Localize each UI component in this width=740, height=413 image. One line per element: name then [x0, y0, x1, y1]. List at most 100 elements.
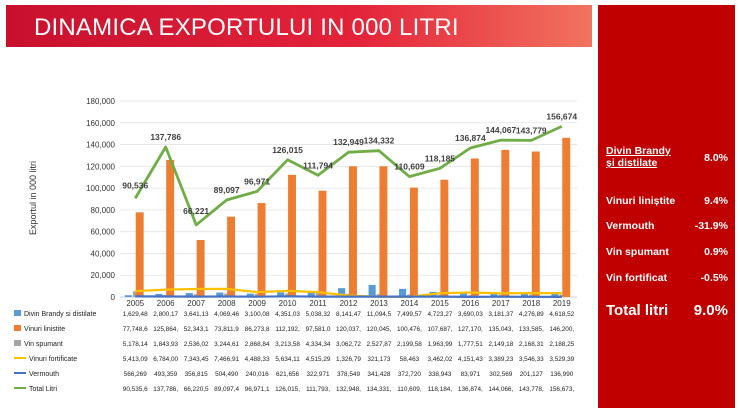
- table-legend: Divin Brandy si distilate: [14, 309, 120, 321]
- table-cell: 1,963,99: [427, 341, 453, 348]
- table-row-vermouth: Vermouth 566,269 493,359 356,815 504,490 240,…: [14, 369, 592, 381]
- summary-label-main: Vin fortificat: [606, 272, 668, 284]
- table-cell: 338,943: [428, 371, 452, 378]
- table-cell: 2,868,84: [244, 341, 270, 348]
- table-cell: 1,777,51: [457, 341, 483, 348]
- table-cell: 146,200,: [549, 326, 575, 333]
- x-tick-label: 2013: [370, 299, 388, 308]
- x-tick-label: 2015: [431, 299, 449, 308]
- summary-value: -0.5%: [700, 272, 728, 284]
- table-cell: 86,273,8: [244, 326, 270, 333]
- bar-brandy: [216, 292, 224, 297]
- summary-label-main: Divin Brandy: [606, 145, 671, 157]
- bar-brandy: [490, 293, 498, 297]
- table-cell: 2,149,18: [488, 341, 514, 348]
- bar-linistite: [562, 137, 571, 297]
- table-cell: 111,793,: [306, 386, 330, 393]
- table-cell: 321,173: [367, 356, 391, 363]
- table-cell: 566,269: [123, 371, 147, 378]
- x-tick-label: 2007: [187, 299, 205, 308]
- table-cell: 3,529,39: [549, 356, 575, 363]
- table-cell: 112,192,: [275, 326, 300, 333]
- table-cell: 201,127: [519, 371, 543, 378]
- summary-label-main: Vinuri liniștite: [606, 195, 676, 207]
- table-cell: 127,170,: [457, 326, 483, 333]
- total-point-label: 136,874: [455, 133, 486, 143]
- table-cell: 156,673,: [549, 386, 575, 393]
- table-cell: 1,629,48: [122, 311, 148, 318]
- table-cell: 120,037,: [336, 326, 361, 333]
- line-total: [133, 125, 563, 227]
- table-cell: 4,351,03: [275, 311, 300, 318]
- y-tick-label: 160,000: [86, 119, 115, 128]
- summary-value: 9.4%: [704, 195, 728, 207]
- summary-value: 0.9%: [704, 246, 728, 258]
- table-cell: 58,463: [399, 356, 420, 363]
- table-cell: 3,389,23: [488, 356, 514, 363]
- summary-label-rest: și distilate: [606, 157, 658, 169]
- bar-brandy: [338, 288, 346, 297]
- chart-lines: [133, 125, 563, 298]
- table-row-fortificate: Vinuri fortificate 5,413,09 6,784,00 7,343,…: [14, 354, 592, 366]
- x-tick-label: 2014: [401, 299, 419, 308]
- legend-swatch: [14, 310, 21, 317]
- bar-linistite: [257, 203, 266, 297]
- bar-linistite: [379, 166, 388, 297]
- table-cell: 5,178,14: [122, 341, 148, 348]
- table-cell: 4,515,29: [305, 356, 331, 363]
- x-tick-label: 2012: [340, 299, 358, 308]
- legend-label: Vinuri fortificate: [29, 356, 78, 363]
- table-cell: 125,864,: [153, 326, 179, 333]
- y-tick-label: 0: [111, 293, 116, 302]
- table-cell: 134,331,: [366, 386, 392, 393]
- table-cell: 4,618,52: [549, 311, 575, 318]
- table-legend: Total Litri: [14, 384, 120, 396]
- table-cell: 372,720: [397, 371, 421, 378]
- table-cell: 135,043,: [488, 326, 514, 333]
- summary-value: 8.0%: [704, 152, 728, 164]
- table-cell: 132,948,: [336, 386, 361, 393]
- total-point-label: 96,971: [244, 176, 270, 186]
- title-banner: DINAMICA EXPORTULUI IN 000 LITRI: [6, 5, 592, 47]
- bar-brandy: [124, 295, 132, 297]
- table-cell: 52,343,1: [183, 326, 209, 333]
- y-tick-label: 40,000: [91, 249, 116, 258]
- table-cell: 5,634,11: [275, 356, 300, 363]
- bar-linistite: [196, 240, 205, 297]
- table-cell: 378,549: [336, 371, 361, 378]
- bar-linistite: [135, 212, 144, 297]
- x-tick-label: 2011: [309, 299, 327, 308]
- total-point-label: 156,674: [546, 111, 577, 121]
- table-cell: 621,656: [276, 371, 300, 378]
- bar-brandy: [307, 291, 315, 297]
- total-point-label: 89,097: [214, 185, 240, 195]
- table-cell: 2,536,02: [183, 341, 209, 348]
- bar-linistite: [470, 158, 479, 297]
- slide-title: DINAMICA EXPORTULUI IN 000 LITRI: [34, 14, 459, 41]
- table-cell: 3,462,02: [427, 356, 453, 363]
- total-point-label: 110,609: [394, 162, 425, 172]
- y-tick-label: 140,000: [86, 141, 115, 150]
- table-cell: 66,220,5: [183, 386, 209, 393]
- bar-linistite: [501, 149, 510, 297]
- table-cell: 322,971: [306, 371, 330, 378]
- bar-brandy: [246, 293, 254, 297]
- x-tick-label: 2016: [461, 299, 479, 308]
- table-cell: 11,094,5: [366, 311, 392, 318]
- total-point-label: 132,949: [333, 137, 364, 147]
- x-axis-ticks: 2005 2006 2007 2008 2009 2010 2011 2012 2013 2014…: [126, 299, 571, 308]
- legend-label: Vinuri linistite: [24, 326, 66, 333]
- table-cell: 240,016: [245, 371, 269, 378]
- table-cell: 6,784,00: [153, 356, 179, 363]
- bar-linistite: [288, 174, 296, 297]
- table-cell: 4,069,46: [214, 311, 240, 318]
- table-cell: 4,488,33: [244, 356, 270, 363]
- table-cell: 136,874,: [457, 386, 483, 393]
- total-point-label: 111,794: [303, 160, 333, 170]
- x-tick-label: 2009: [248, 299, 266, 308]
- table-cell: 126,015,: [275, 386, 300, 393]
- table-cell: 96,971,1: [244, 386, 270, 393]
- table-cell: 7,466,91: [214, 356, 240, 363]
- x-tick-label: 2019: [553, 299, 571, 308]
- table-cell: 136,990: [550, 371, 574, 378]
